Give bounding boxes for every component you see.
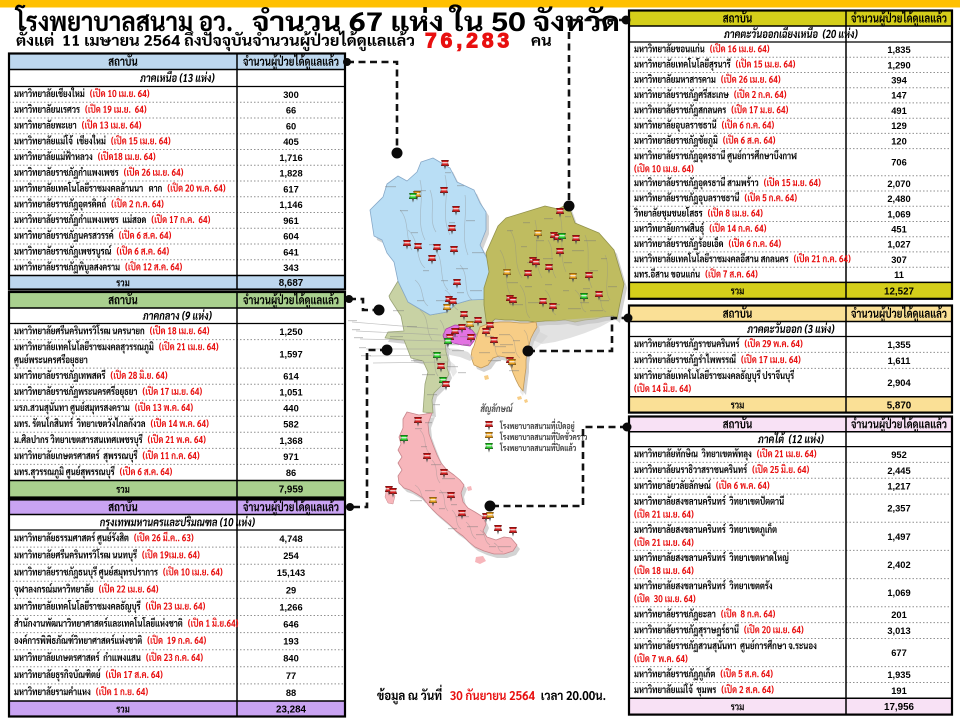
svg-text:7,959: 7,959 [279, 485, 304, 496]
svg-text:706: 706 [891, 158, 907, 168]
svg-text:971: 971 [283, 452, 299, 462]
svg-text:29: 29 [286, 585, 296, 595]
svg-text:15,143: 15,143 [277, 568, 305, 578]
svg-text:77: 77 [286, 671, 296, 681]
svg-text:604: 604 [283, 232, 299, 242]
svg-text:1,027: 1,027 [887, 240, 910, 250]
svg-text:394: 394 [891, 76, 907, 86]
svg-text:147: 147 [891, 91, 907, 101]
svg-text:491: 491 [891, 106, 907, 116]
svg-text:646: 646 [283, 619, 299, 629]
svg-text:840: 840 [283, 654, 299, 664]
svg-text:1,355: 1,355 [887, 340, 910, 350]
svg-text:1,497: 1,497 [887, 532, 910, 542]
svg-text:1,069: 1,069 [887, 209, 910, 219]
svg-text:2,402: 2,402 [887, 560, 910, 570]
svg-text:254: 254 [283, 551, 299, 561]
svg-text:405: 405 [283, 137, 299, 147]
svg-text:193: 193 [283, 637, 299, 647]
svg-text:17,956: 17,956 [884, 702, 915, 713]
svg-text:451: 451 [891, 225, 907, 235]
svg-text:60: 60 [286, 121, 296, 131]
svg-text:582: 582 [283, 420, 299, 430]
svg-text:617: 617 [283, 184, 299, 194]
svg-text:961: 961 [283, 216, 299, 226]
svg-text:1,250: 1,250 [279, 327, 302, 337]
svg-text:343: 343 [283, 263, 299, 273]
svg-text:1,051: 1,051 [279, 388, 302, 398]
svg-text:129: 129 [891, 121, 907, 131]
svg-text:1,290: 1,290 [887, 60, 910, 70]
svg-text:2,480: 2,480 [887, 194, 910, 204]
svg-text:952: 952 [891, 450, 907, 460]
svg-text:2,445: 2,445 [887, 466, 910, 476]
svg-text:11: 11 [894, 270, 904, 280]
svg-text:1,716: 1,716 [279, 153, 302, 163]
svg-text:5,870: 5,870 [887, 400, 912, 411]
svg-text:1,597: 1,597 [279, 349, 302, 359]
svg-text:677: 677 [891, 648, 907, 658]
svg-text:86: 86 [286, 468, 296, 478]
svg-text:1,935: 1,935 [887, 670, 910, 680]
svg-text:120: 120 [891, 136, 907, 146]
svg-text:1,069: 1,069 [887, 588, 910, 598]
svg-text:1,217: 1,217 [887, 482, 910, 492]
svg-text:76,283: 76,283 [425, 30, 513, 53]
svg-text:2,357: 2,357 [887, 504, 910, 514]
svg-text:641: 641 [283, 247, 299, 257]
svg-text:300: 300 [283, 90, 299, 100]
svg-text:191: 191 [891, 686, 907, 696]
svg-text:1,611: 1,611 [888, 356, 911, 366]
svg-text:1,835: 1,835 [887, 45, 910, 55]
svg-text:1,146: 1,146 [279, 200, 302, 210]
svg-text:66: 66 [286, 106, 296, 116]
svg-text:8,687: 8,687 [279, 278, 304, 289]
svg-text:440: 440 [283, 404, 299, 414]
svg-text:1,828: 1,828 [279, 169, 302, 179]
svg-text:4,748: 4,748 [279, 534, 302, 544]
svg-text:1,368: 1,368 [279, 436, 302, 446]
svg-text:12,527: 12,527 [884, 286, 915, 297]
svg-text:307: 307 [891, 255, 907, 265]
svg-text:614: 614 [283, 372, 299, 382]
svg-text:3,013: 3,013 [887, 626, 910, 636]
svg-text:1,266: 1,266 [279, 602, 302, 612]
svg-text:2,904: 2,904 [887, 378, 911, 388]
svg-text:23,284: 23,284 [276, 704, 307, 715]
svg-text:201: 201 [891, 610, 907, 620]
svg-text:88: 88 [286, 688, 296, 698]
svg-text:2,070: 2,070 [887, 179, 910, 189]
